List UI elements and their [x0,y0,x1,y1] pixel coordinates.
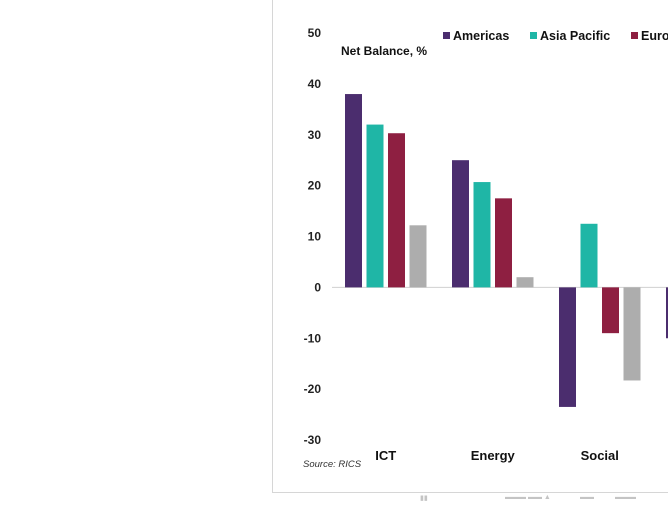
bar-euro [495,198,512,288]
chart-frame [272,0,668,493]
x-category-label: ICT [375,448,396,463]
bar-americas [559,287,576,407]
y-tick-label: 10 [308,230,322,244]
legend-label: Euro [641,29,668,43]
bar-euro [388,133,405,288]
y-tick-label: 40 [308,77,322,91]
bars [345,94,668,407]
bar-euro [602,287,619,334]
bar-asia-pacific [580,223,598,288]
blurred-background-text: ▬▬ [580,494,594,501]
x-axis-categories: ICT Energy Social [375,448,619,463]
bar-americas [666,287,668,339]
y-tick-label: -10 [304,331,322,345]
blurred-background-text: ▮▮ [420,495,428,502]
y-tick-label: -30 [304,433,322,447]
bar-americas [345,94,362,288]
legend-label: Asia Pacific [540,29,610,43]
legend-swatch [443,32,450,39]
bar-series-4 [516,277,534,288]
y-tick-label: -20 [304,382,322,396]
legend-label: Americas [453,29,509,43]
bar-series-4 [409,225,427,288]
bar-asia-pacific [366,124,384,288]
y-axis-ticks: 50 40 30 20 10 0 -10 -20 -30 [304,26,322,447]
y-tick-label: 0 [314,280,321,294]
blurred-background-text: ▬▬▬ [615,494,636,501]
source-note: Source: RICS [303,459,362,470]
blurred-background-text: ▬▬▬ ▬▬ ▲ [505,494,551,501]
x-category-label: Social [581,448,619,463]
bar-americas [452,160,469,288]
y-tick-label: 50 [308,26,322,40]
x-category-label: Energy [471,448,516,463]
legend: Americas Asia Pacific Euro [443,29,668,43]
bar-series-4 [623,287,641,381]
legend-swatch [530,32,537,39]
y-tick-label: 20 [308,179,322,193]
bar-asia-pacific [473,182,491,288]
legend-swatch [631,32,638,39]
y-tick-label: 30 [308,128,322,142]
y-axis-label: Net Balance, % [341,44,427,58]
